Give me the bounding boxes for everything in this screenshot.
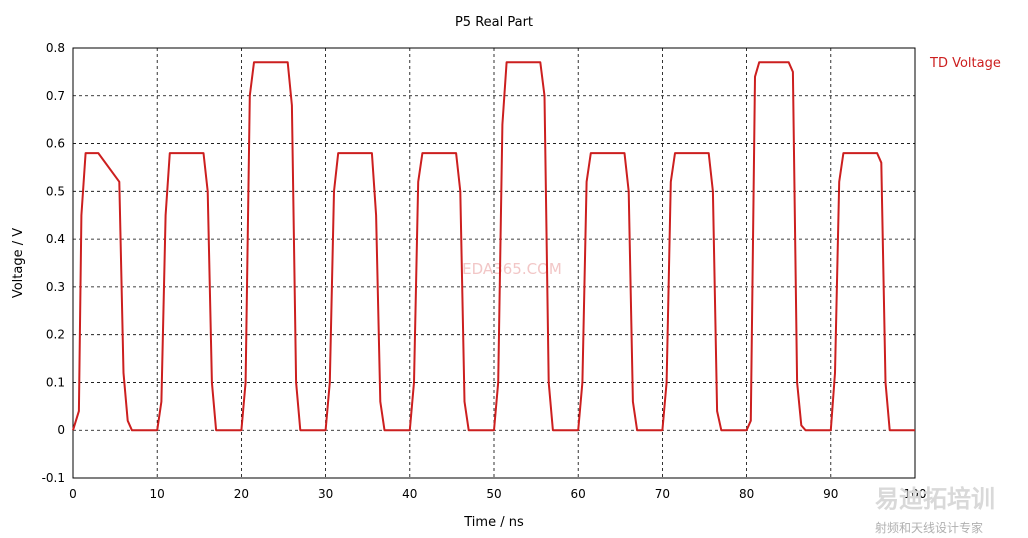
x-tick-label: 80 xyxy=(739,487,754,501)
y-tick-label: 0 xyxy=(57,423,65,437)
y-tick-labels: -0.1 0 0.1 0.2 0.3 0.4 0.5 0.6 0.7 0.8 xyxy=(42,41,65,485)
y-tick-label: 0.7 xyxy=(46,89,65,103)
y-axis-label: Voltage / V xyxy=(11,228,26,298)
y-tick-label: 0.2 xyxy=(46,328,65,342)
x-tick-label: 10 xyxy=(150,487,165,501)
watermark-text: EDA365.COM xyxy=(462,260,562,278)
x-tick-label: 60 xyxy=(571,487,586,501)
y-tick-label: 0.4 xyxy=(46,232,65,246)
y-tick-label: -0.1 xyxy=(42,471,65,485)
y-tick-label: 0.6 xyxy=(46,137,65,151)
grid-layer xyxy=(73,48,915,478)
series-layer xyxy=(72,61,915,432)
x-tick-label: 100 xyxy=(904,487,927,501)
y-tick-label: 0.1 xyxy=(46,375,65,389)
x-tick-label: 40 xyxy=(402,487,417,501)
x-tick-labels: 0 10 20 30 40 50 60 70 80 90 100 xyxy=(69,487,926,501)
y-tick-label: 0.3 xyxy=(46,280,65,294)
x-tick-label: 30 xyxy=(318,487,333,501)
x-tick-label: 50 xyxy=(486,487,501,501)
plot-frame xyxy=(72,47,916,479)
x-axis-label: Time / ns xyxy=(463,515,524,530)
y-tick-label: 0.5 xyxy=(46,184,65,198)
chart-title: P5 Real Part xyxy=(455,15,533,30)
x-tick-label: 20 xyxy=(234,487,249,501)
x-tick-label: 0 xyxy=(69,487,77,501)
legend-entry-td-voltage: TD Voltage xyxy=(929,56,1001,71)
x-tick-label: 70 xyxy=(655,487,670,501)
x-tick-label: 90 xyxy=(823,487,838,501)
logo-main-text: 易迪拓培训 xyxy=(875,485,995,513)
series-line-td-voltage xyxy=(72,61,915,432)
y-tick-label: 0.8 xyxy=(46,41,65,55)
logo-sub-text: 射频和天线设计专家 xyxy=(875,520,983,535)
